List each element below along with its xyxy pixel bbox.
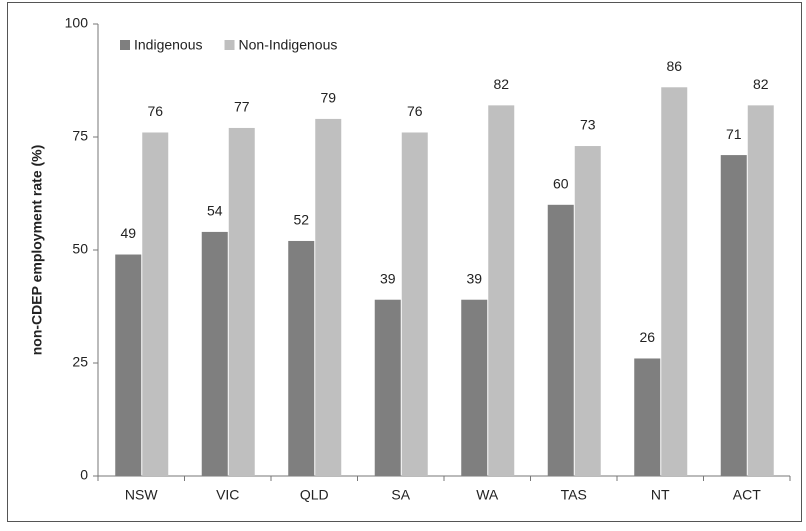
bar [547, 204, 574, 477]
legend-swatch [120, 40, 130, 50]
data-label: 26 [639, 329, 655, 345]
legend-label: Non-Indigenous [239, 37, 338, 53]
y-tick-label: 0 [80, 467, 88, 483]
data-label: 77 [234, 99, 250, 115]
legend-swatch [224, 40, 235, 50]
x-tick-label: TAS [561, 487, 587, 503]
bar [228, 127, 255, 477]
bar [574, 146, 601, 477]
bar [142, 132, 169, 477]
x-tick-label: NSW [125, 487, 158, 503]
bar [747, 105, 774, 477]
bar [374, 299, 401, 476]
data-label: 54 [207, 203, 223, 219]
data-label: 76 [407, 103, 423, 119]
data-label: 49 [120, 225, 136, 241]
legend-label: Indigenous [134, 37, 203, 53]
data-label: 39 [380, 270, 396, 286]
data-label: 76 [147, 103, 163, 119]
bar [401, 132, 428, 477]
data-label: 86 [666, 58, 682, 74]
bar [201, 231, 228, 476]
data-label: 52 [293, 212, 309, 228]
bar [634, 358, 661, 476]
data-label: 82 [753, 76, 769, 92]
bar [115, 254, 142, 476]
y-tick-label: 25 [72, 354, 88, 370]
x-tick-label: ACT [733, 487, 761, 503]
data-label: 39 [466, 270, 482, 286]
x-tick-label: WA [476, 487, 499, 503]
x-tick-label: VIC [216, 487, 239, 503]
data-label: 71 [726, 126, 742, 142]
x-tick-label: NT [651, 487, 670, 503]
bar [720, 155, 747, 476]
bar [661, 87, 688, 476]
x-tick-label: SA [391, 487, 410, 503]
data-label: 60 [553, 176, 569, 192]
data-label: 73 [580, 117, 596, 133]
data-label: 82 [493, 76, 509, 92]
y-axis-label: non-CDEP employment rate (%) [29, 145, 45, 356]
y-tick-label: 75 [72, 128, 88, 144]
data-label: 79 [320, 90, 336, 106]
bar [288, 240, 315, 476]
y-tick-label: 50 [72, 241, 88, 257]
y-tick-label: 100 [65, 15, 89, 31]
x-tick-label: QLD [300, 487, 329, 503]
bar [488, 105, 515, 477]
bar [461, 299, 488, 476]
bar [315, 118, 342, 477]
